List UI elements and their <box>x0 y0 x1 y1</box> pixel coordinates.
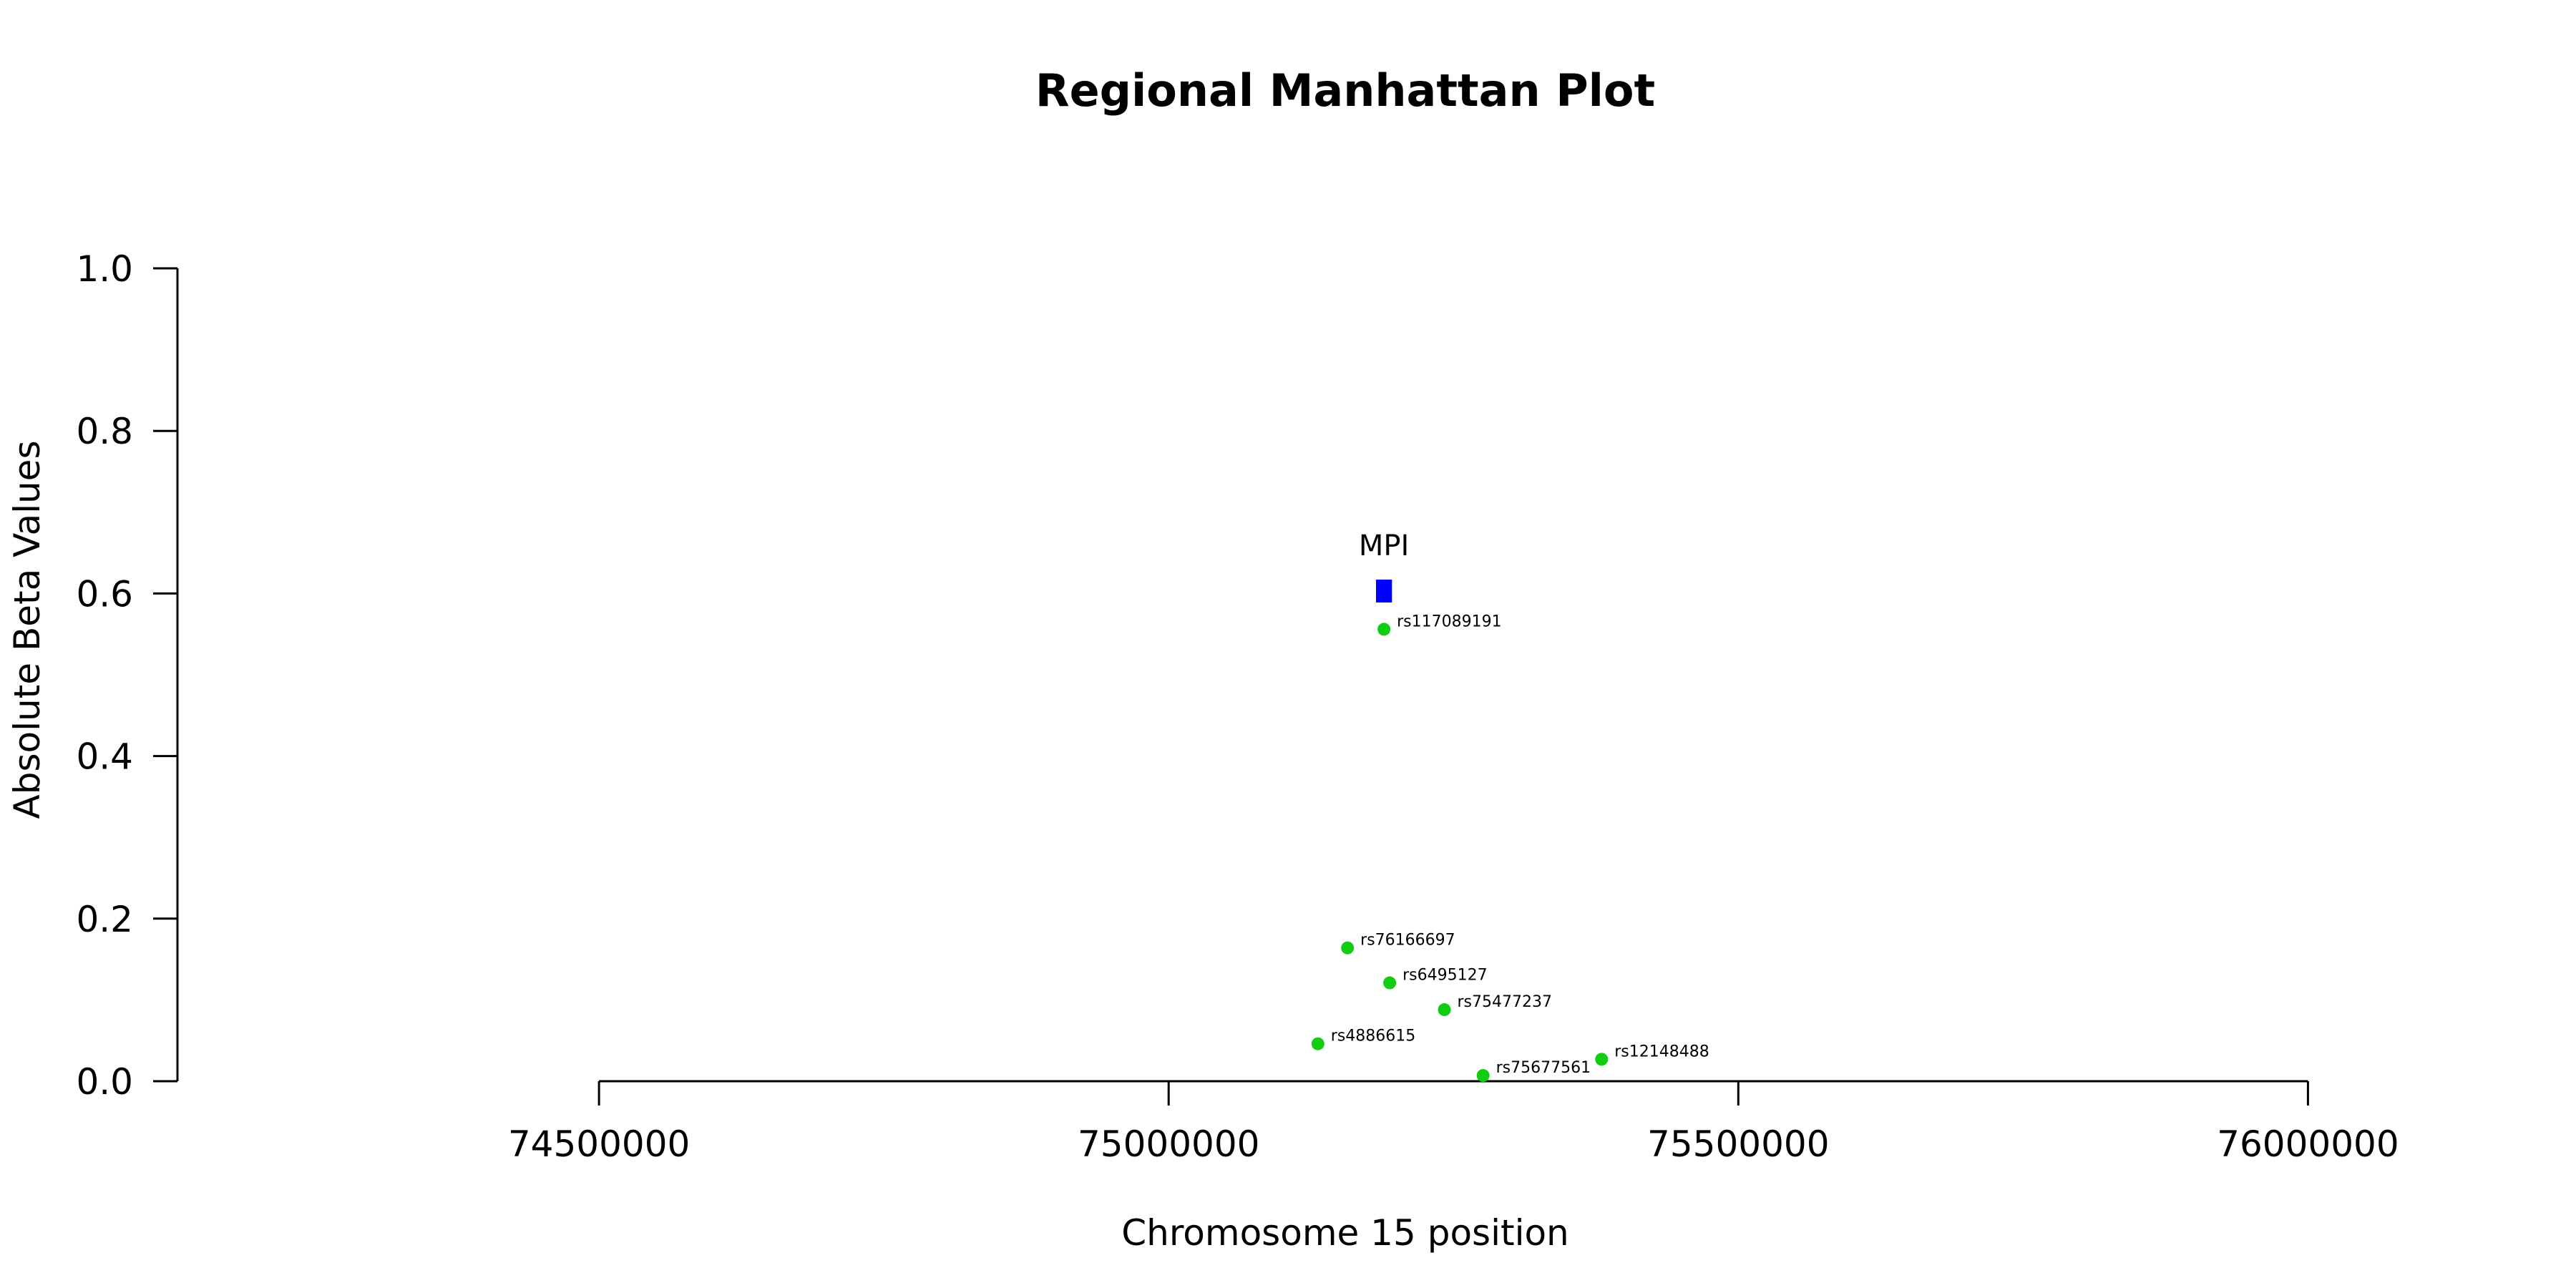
gene-label: MPI <box>1359 530 1409 562</box>
y-axis: 0.0 0.2 0.4 0.6 0.8 1.0 <box>76 248 179 1103</box>
x-tick-label: 74500000 <box>508 1123 691 1165</box>
snp-point <box>1311 1037 1324 1050</box>
chart-title: Regional Manhattan Plot <box>1035 64 1655 117</box>
y-tick-label: 1.0 <box>76 248 133 290</box>
snp-label: rs4886615 <box>1331 1028 1416 1045</box>
gene-track: MPI <box>1359 530 1409 602</box>
x-axis: 74500000 75000000 75500000 76000000 <box>508 1080 2399 1165</box>
y-axis-label: Absolute Beta Values <box>6 441 48 819</box>
snp-point <box>1595 1053 1609 1066</box>
y-tick-label: 0.2 <box>76 899 133 940</box>
x-axis-label: Chromosome 15 position <box>1121 1212 1569 1254</box>
y-tick-label: 0.6 <box>76 573 133 615</box>
y-tick-label: 0.4 <box>76 736 133 778</box>
x-tick-label: 76000000 <box>2217 1123 2399 1165</box>
snp-label: rs117089191 <box>1397 613 1501 630</box>
snp-label: rs76166697 <box>1360 932 1455 950</box>
snp-label: rs75477237 <box>1458 993 1552 1011</box>
y-tick-label: 0.0 <box>76 1061 133 1103</box>
snp-label: rs6495127 <box>1402 967 1488 985</box>
snp-label: rs75677561 <box>1496 1059 1591 1077</box>
snp-point <box>1383 976 1397 990</box>
snp-points: rs117089191 rs76166697 rs6495127 rs75477237… <box>1311 613 1709 1083</box>
y-tick-label: 0.8 <box>76 411 133 452</box>
gene-marker <box>1375 579 1392 602</box>
snp-point <box>1341 941 1355 955</box>
x-tick-label: 75500000 <box>1647 1123 1830 1165</box>
snp-label: rs12148488 <box>1614 1043 1709 1060</box>
snp-point <box>1438 1003 1451 1017</box>
snp-point <box>1476 1069 1490 1083</box>
snp-point <box>1377 623 1391 636</box>
x-tick-label: 75000000 <box>1078 1123 1260 1165</box>
